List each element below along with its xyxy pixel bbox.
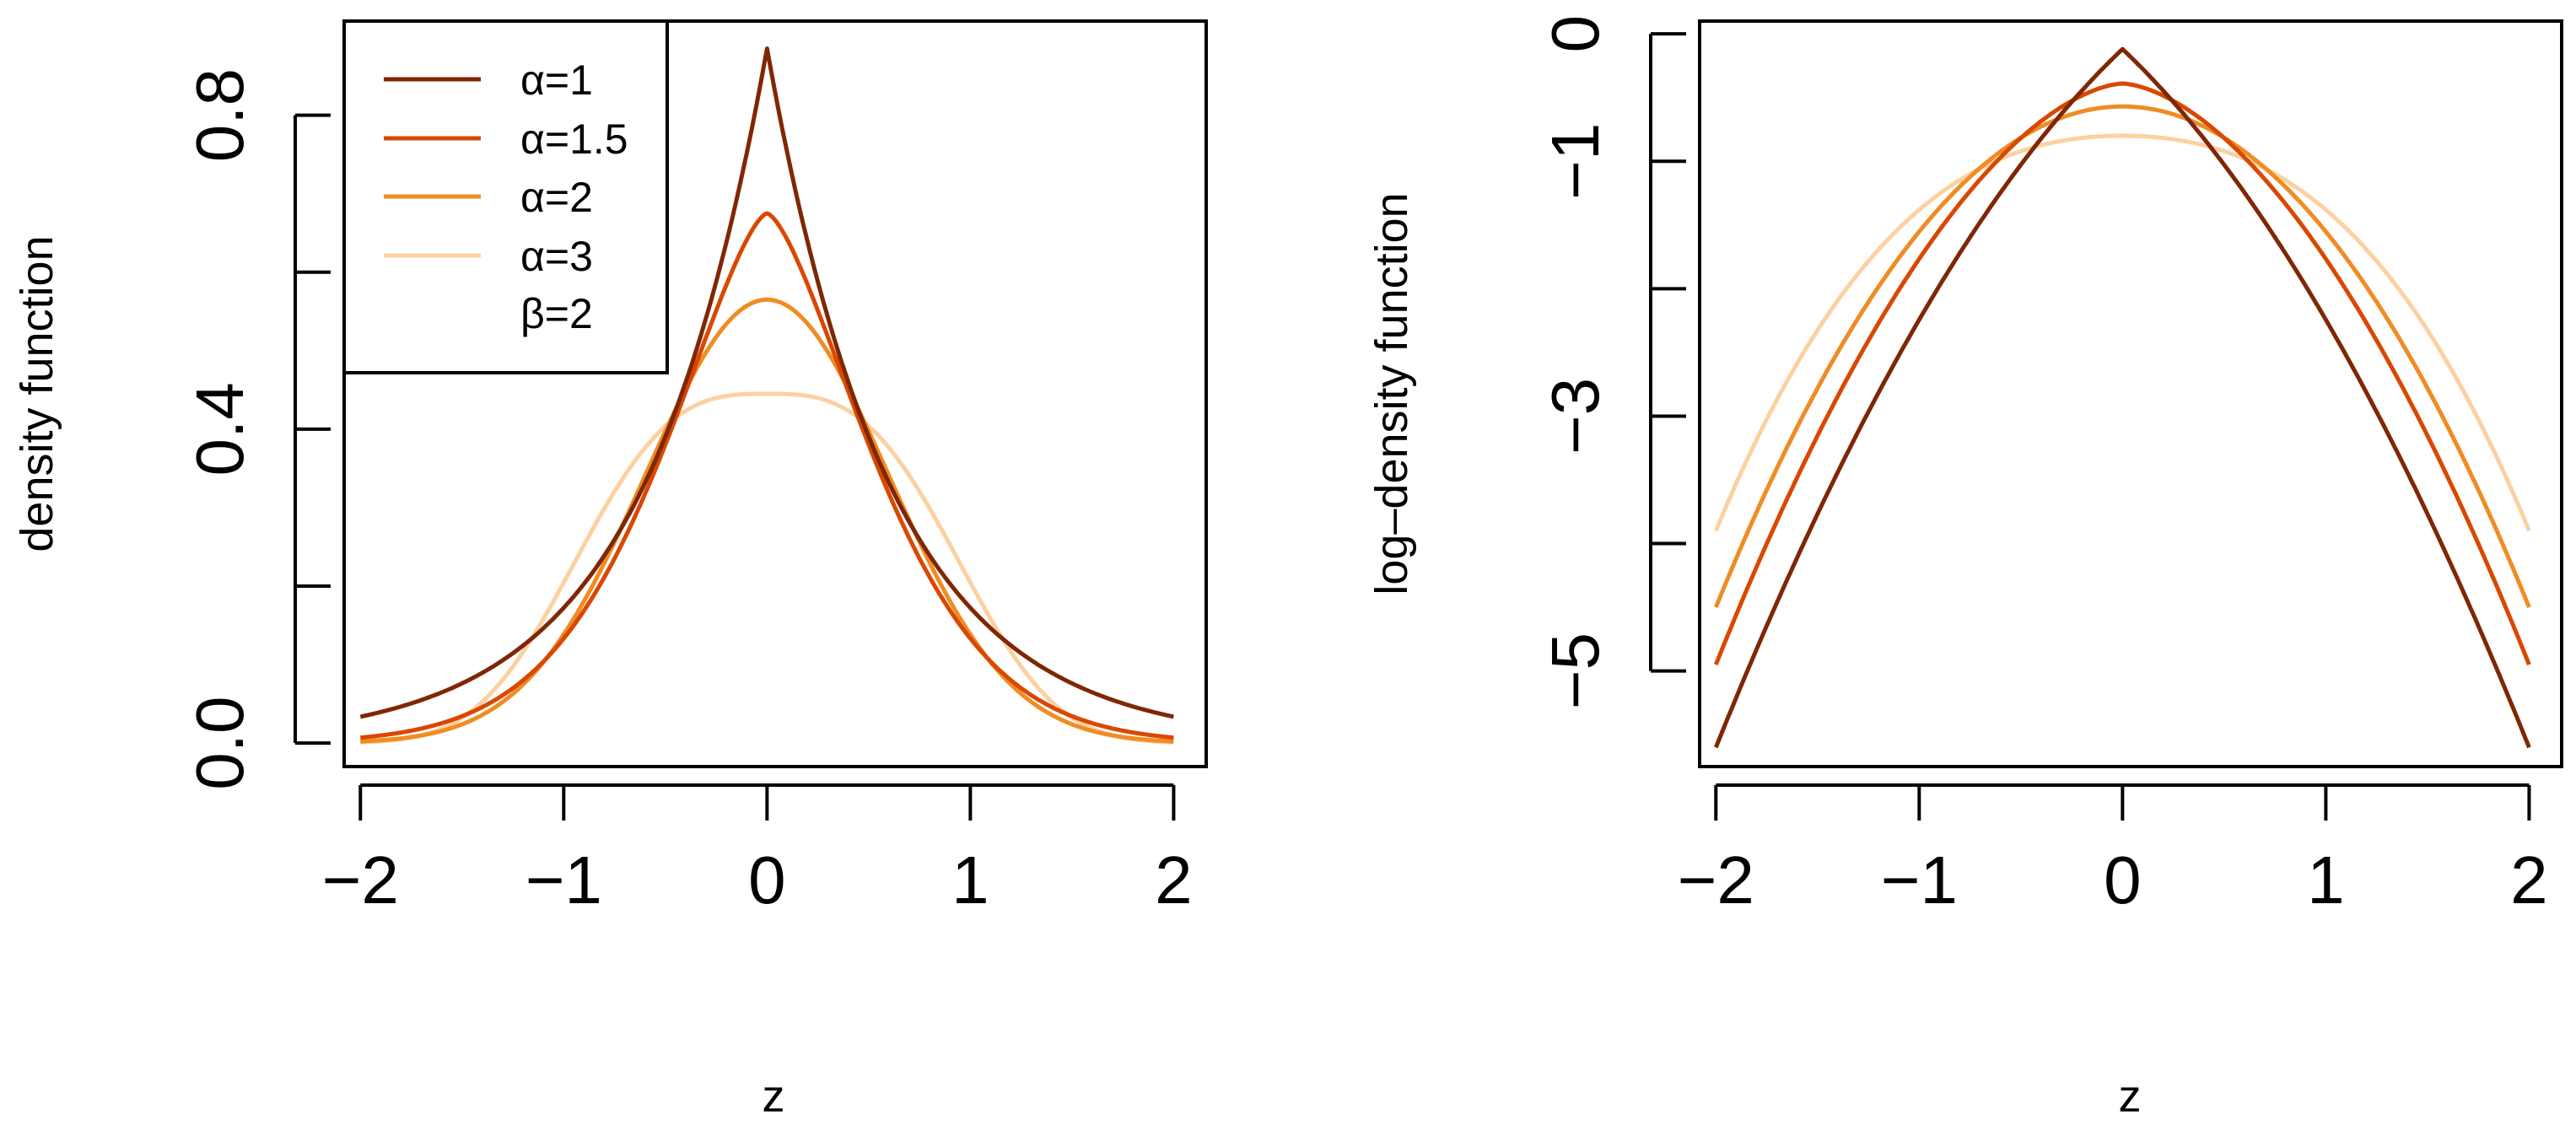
log-density-x-tick-label: 1 <box>2307 842 2345 918</box>
density-y-axis-title: density function <box>12 235 62 552</box>
log-density-series-line-alpha-3 <box>1713 133 2531 532</box>
density-plot-frame <box>342 19 1208 768</box>
density-y-axis: 0.0 0.4 0.8 <box>182 68 331 790</box>
density-x-tick-label: −1 <box>525 842 602 918</box>
log-density-series-line-alpha-1 <box>1713 46 2531 749</box>
density-x-tick-label: −2 <box>322 842 399 918</box>
log-density-y-axis-title: log–density function <box>1366 192 1417 595</box>
legend-label-alpha-1: α=1 <box>520 57 593 104</box>
density-x-tick-label: 1 <box>951 842 989 918</box>
log-density-x-tick-label: 0 <box>2104 842 2142 918</box>
density-x-tick-label: 0 <box>748 842 786 918</box>
density-curves <box>359 46 1174 745</box>
log-density-x-tick-label: −2 <box>1678 842 1754 918</box>
legend: α=1 α=1.5 α=2 α=3 β=2 <box>342 19 669 374</box>
legend-label-alpha-3: α=3 <box>520 233 593 280</box>
log-density-y-tick-label: 0 <box>1538 15 1613 53</box>
legend-label-alpha-2: α=2 <box>520 174 593 221</box>
log-density-y-tick-label: −3 <box>1538 378 1613 455</box>
log-density-plot-frame <box>1698 19 2563 768</box>
log-density-series-line-alpha-2 <box>1713 104 2531 609</box>
density-x-axis: −2 −1 0 1 2 <box>322 783 1193 918</box>
log-density-panel: −2 −1 0 1 2 0 −1 −3 −5 z log–density function <box>1366 15 2563 1122</box>
density-x-axis-title: z <box>763 1071 785 1122</box>
legend-beta-note: β=2 <box>520 290 593 337</box>
legend-label-alpha-1-5: α=1.5 <box>520 116 628 163</box>
log-density-y-axis: 0 −1 −3 −5 <box>1538 15 1686 709</box>
density-y-tick-label: 0.0 <box>182 696 257 789</box>
density-x-tick-label: 2 <box>1155 842 1193 918</box>
log-density-x-axis: −2 −1 0 1 2 <box>1678 783 2548 918</box>
density-series-line-alpha-1-5 <box>360 211 1174 740</box>
density-y-tick-label: 0.8 <box>182 68 257 162</box>
log-density-x-axis-title: z <box>2119 1071 2142 1122</box>
density-panel: −2 −1 0 1 2 0.0 0.4 0.8 z density function α=1… <box>12 19 1208 1122</box>
log-density-series-line-alpha-1-5 <box>1713 81 2531 666</box>
log-density-curves <box>1713 46 2531 749</box>
density-y-tick-label: 0.4 <box>182 382 257 476</box>
log-density-x-tick-label: 2 <box>2510 842 2548 918</box>
density-series-line-alpha-2 <box>360 297 1174 744</box>
log-density-y-tick-label: −5 <box>1538 632 1613 709</box>
density-series-line-alpha-3 <box>360 391 1174 745</box>
density-series-line-alpha-1 <box>359 46 1174 719</box>
log-density-x-tick-label: −1 <box>1881 842 1958 918</box>
log-density-y-tick-label: −1 <box>1538 123 1613 200</box>
